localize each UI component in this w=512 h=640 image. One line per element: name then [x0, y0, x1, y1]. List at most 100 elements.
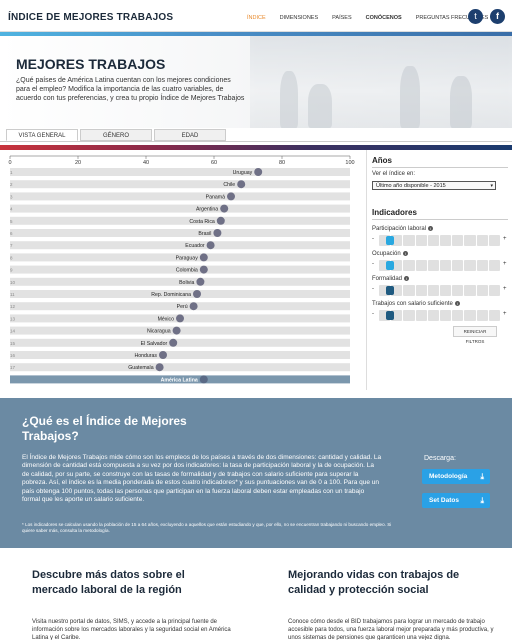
- slider-segment[interactable]: [440, 260, 452, 271]
- slider-handle[interactable]: [385, 236, 394, 245]
- nav-item-preguntas[interactable]: PREGUNTAS FRECUENTES: [415, 15, 489, 21]
- increase-button[interactable]: +: [503, 311, 507, 317]
- slider-segment[interactable]: [427, 310, 440, 321]
- row-background: [10, 363, 350, 372]
- slider-segment[interactable]: [476, 310, 488, 321]
- slider-segment[interactable]: [415, 310, 427, 321]
- increase-button[interactable]: +: [503, 236, 507, 242]
- slider-segment[interactable]: [440, 310, 452, 321]
- rank-label: 8: [10, 255, 13, 260]
- info-icon[interactable]: i: [404, 276, 410, 281]
- slider-segment[interactable]: [488, 260, 501, 271]
- row-background: [10, 229, 350, 237]
- info-icon[interactable]: i: [428, 226, 434, 231]
- site-logo[interactable]: ÍNDICE DE MEJORES TRABAJOS: [8, 12, 174, 23]
- methodology-label: Metodología: [429, 473, 468, 480]
- slider-segment[interactable]: [464, 285, 476, 296]
- slider-segment[interactable]: [415, 260, 427, 271]
- nav-item-indice[interactable]: ÍNDICE: [247, 15, 266, 21]
- country-dot: [189, 302, 198, 311]
- rank-label: 12: [10, 304, 16, 309]
- indicator-slider[interactable]: [379, 260, 501, 271]
- slider-segment[interactable]: [391, 260, 403, 271]
- slider-segment[interactable]: [488, 235, 501, 246]
- slider-segment[interactable]: [440, 285, 452, 296]
- slider-segment[interactable]: [391, 235, 403, 246]
- facebook-icon[interactable]: f: [490, 9, 505, 24]
- aggregate-dot: [199, 375, 208, 384]
- increase-button[interactable]: +: [503, 261, 507, 267]
- slider-segment[interactable]: [452, 285, 464, 296]
- country-label: Guatemala: [128, 365, 153, 371]
- slider-handle[interactable]: [385, 311, 394, 320]
- reset-filters-button[interactable]: REINICIAR FILTROS: [453, 326, 497, 344]
- indicator-slider[interactable]: [379, 235, 501, 246]
- slider-segment[interactable]: [391, 310, 403, 321]
- slider-segment[interactable]: [427, 260, 440, 271]
- indicator-label-text: Participación laboral: [372, 226, 427, 233]
- row-background: [10, 338, 350, 347]
- slider-segment[interactable]: [427, 285, 440, 296]
- country-dot: [199, 253, 208, 262]
- decrease-button[interactable]: -: [372, 236, 374, 242]
- decrease-button[interactable]: -: [372, 311, 374, 317]
- slider-segment[interactable]: [476, 285, 488, 296]
- slider-handle[interactable]: [385, 261, 394, 270]
- slider-segment[interactable]: [452, 260, 464, 271]
- data-portal-text: Visita nuestro portal de datos, SIMS, y …: [32, 619, 231, 640]
- slider-segment[interactable]: [464, 235, 476, 246]
- slider-segment[interactable]: [476, 260, 488, 271]
- nav-item-conocenos[interactable]: CONÓCENOS: [365, 15, 402, 21]
- x-tick-label: 40: [143, 160, 149, 166]
- slider-segment[interactable]: [440, 235, 452, 246]
- datasets-button[interactable]: Set Datos ⤓: [422, 493, 490, 508]
- slider-segment[interactable]: [391, 285, 403, 296]
- tab-edad[interactable]: EDAD: [154, 129, 226, 141]
- nav-item-paises[interactable]: PAÍSES: [332, 15, 352, 21]
- slider-segment[interactable]: [403, 285, 415, 296]
- years-title: Años: [372, 156, 392, 165]
- slider-segment[interactable]: [427, 235, 440, 246]
- slider-segment[interactable]: [452, 235, 464, 246]
- slider-segment[interactable]: [379, 285, 391, 296]
- info-icon[interactable]: i: [454, 301, 460, 306]
- methodology-button[interactable]: Metodología ⤓: [422, 469, 490, 484]
- slider-segment[interactable]: [379, 235, 391, 246]
- hero-description: ¿Qué países de América Latina cuentan co…: [16, 77, 245, 102]
- indicator-slider[interactable]: [379, 285, 501, 296]
- slider-segment[interactable]: [379, 310, 391, 321]
- indicator-label: Participación laboral i: [372, 226, 434, 233]
- twitter-icon[interactable]: t: [468, 9, 483, 24]
- slider-segment[interactable]: [403, 310, 415, 321]
- slider-segment[interactable]: [488, 310, 501, 321]
- rank-label: 1: [10, 170, 13, 175]
- chevron-down-icon: ▾: [490, 183, 493, 189]
- slider-segment[interactable]: [464, 310, 476, 321]
- indicator-slider[interactable]: [379, 310, 501, 321]
- tab-genero[interactable]: GÉNERO: [80, 129, 152, 141]
- slider-segment[interactable]: [452, 310, 464, 321]
- indicator-label-text: Ocupación: [372, 251, 401, 258]
- tab-vista-general[interactable]: VISTA GENERAL: [6, 129, 78, 141]
- slider-segment[interactable]: [464, 260, 476, 271]
- slider-segment[interactable]: [476, 235, 488, 246]
- slider-segment[interactable]: [379, 260, 391, 271]
- slider-segment[interactable]: [488, 285, 501, 296]
- country-label: Brasil: [198, 231, 211, 237]
- rank-label: 15: [10, 341, 16, 346]
- decrease-button[interactable]: -: [372, 261, 374, 267]
- x-tick-label: 60: [211, 160, 217, 166]
- info-icon[interactable]: i: [402, 251, 408, 256]
- nav-item-dimensiones[interactable]: DIMENSIONES: [279, 15, 319, 21]
- increase-button[interactable]: +: [503, 286, 507, 292]
- slider-handle[interactable]: [385, 286, 394, 295]
- year-select[interactable]: Último año disponible - 2015 ▾: [372, 181, 496, 190]
- slider-segment[interactable]: [403, 260, 415, 271]
- hero-photo: [250, 36, 512, 128]
- slider-segment[interactable]: [415, 235, 427, 246]
- bottom-section: Descubre más datos sobre el mercado labo…: [0, 548, 512, 640]
- filter-panel: Años Ver el índice en: Último año dispon…: [366, 150, 512, 390]
- decrease-button[interactable]: -: [372, 286, 374, 292]
- slider-segment[interactable]: [403, 235, 415, 246]
- slider-segment[interactable]: [415, 285, 427, 296]
